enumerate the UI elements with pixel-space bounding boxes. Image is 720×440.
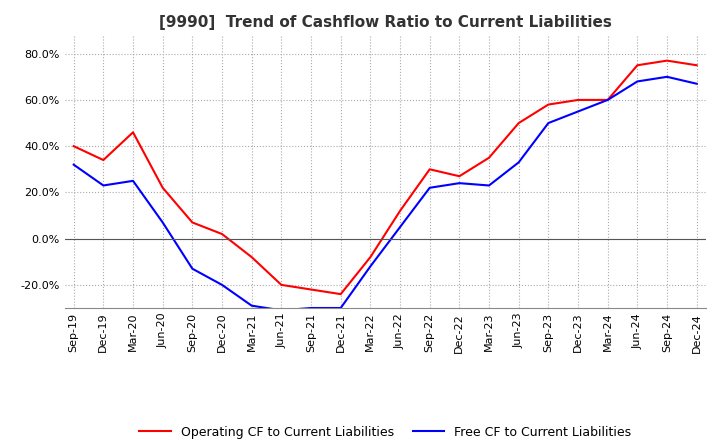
Free CF to Current Liabilities <box>99 183 108 188</box>
Operating CF to Current Liabilities <box>188 220 197 225</box>
Free CF to Current Liabilities <box>307 305 315 311</box>
Free CF to Current Liabilities <box>633 79 642 84</box>
Operating CF to Current Liabilities <box>544 102 553 107</box>
Operating CF to Current Liabilities <box>455 174 464 179</box>
Operating CF to Current Liabilities <box>129 130 138 135</box>
Operating CF to Current Liabilities <box>366 254 374 260</box>
Free CF to Current Liabilities <box>336 305 345 311</box>
Operating CF to Current Liabilities <box>336 291 345 297</box>
Free CF to Current Liabilities <box>485 183 493 188</box>
Operating CF to Current Liabilities <box>574 97 582 103</box>
Operating CF to Current Liabilities <box>662 58 671 63</box>
Operating CF to Current Liabilities <box>633 62 642 68</box>
Operating CF to Current Liabilities <box>603 97 612 103</box>
Operating CF to Current Liabilities <box>514 121 523 126</box>
Free CF to Current Liabilities <box>69 162 78 167</box>
Free CF to Current Liabilities <box>158 220 167 225</box>
Free CF to Current Liabilities <box>129 178 138 183</box>
Free CF to Current Liabilities <box>574 109 582 114</box>
Free CF to Current Liabilities <box>455 180 464 186</box>
Free CF to Current Liabilities <box>217 282 226 287</box>
Free CF to Current Liabilities <box>366 264 374 269</box>
Operating CF to Current Liabilities <box>396 208 405 213</box>
Operating CF to Current Liabilities <box>99 158 108 163</box>
Line: Free CF to Current Liabilities: Free CF to Current Liabilities <box>73 77 697 310</box>
Free CF to Current Liabilities <box>248 303 256 308</box>
Free CF to Current Liabilities <box>514 160 523 165</box>
Free CF to Current Liabilities <box>188 266 197 271</box>
Free CF to Current Liabilities <box>426 185 434 191</box>
Operating CF to Current Liabilities <box>277 282 286 287</box>
Free CF to Current Liabilities <box>396 224 405 230</box>
Operating CF to Current Liabilities <box>307 287 315 292</box>
Free CF to Current Liabilities <box>662 74 671 80</box>
Operating CF to Current Liabilities <box>693 62 701 68</box>
Operating CF to Current Liabilities <box>426 167 434 172</box>
Operating CF to Current Liabilities <box>485 155 493 160</box>
Free CF to Current Liabilities <box>544 121 553 126</box>
Operating CF to Current Liabilities <box>158 185 167 191</box>
Free CF to Current Liabilities <box>693 81 701 86</box>
Free CF to Current Liabilities <box>277 308 286 313</box>
Operating CF to Current Liabilities <box>248 254 256 260</box>
Line: Operating CF to Current Liabilities: Operating CF to Current Liabilities <box>73 61 697 294</box>
Legend: Operating CF to Current Liabilities, Free CF to Current Liabilities: Operating CF to Current Liabilities, Fre… <box>135 421 636 440</box>
Free CF to Current Liabilities <box>603 97 612 103</box>
Operating CF to Current Liabilities <box>69 143 78 149</box>
Title: [9990]  Trend of Cashflow Ratio to Current Liabilities: [9990] Trend of Cashflow Ratio to Curren… <box>159 15 611 30</box>
Operating CF to Current Liabilities <box>217 231 226 237</box>
